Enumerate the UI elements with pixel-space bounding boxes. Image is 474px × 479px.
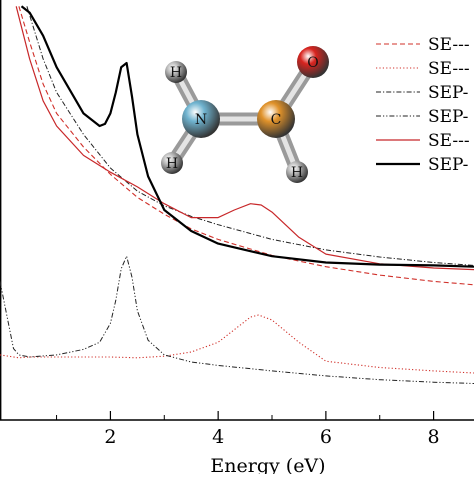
legend-label-5: SE--- [428,131,470,151]
series-line-6 [22,6,474,266]
legend-label-6: SEP- [428,155,468,175]
series-line-2 [0,315,474,373]
series-line-5 [16,6,474,269]
x-tick-label: 2 [104,426,116,448]
series-line-1 [19,6,474,285]
atom-label: C [271,112,282,128]
series-line-3 [27,6,474,265]
atom-label: N [195,112,207,128]
molecule-inset: H H N C O H [161,46,329,183]
legend-label-2: SE--- [428,59,470,79]
legend-label-3: SEP- [428,83,468,103]
atom-label: O [307,55,318,71]
atom-label: H [291,165,303,181]
legend: SE--- SE--- SEP- SEP- SE--- SEP- [376,35,470,175]
x-tick-label: 8 [428,426,440,448]
series-line-4 [0,256,474,383]
atom-label: H [166,156,178,172]
legend-label-1: SE--- [428,35,470,55]
series-group [0,6,474,383]
x-axis-label: Energy (eV) [210,455,325,474]
x-tick-label: 6 [320,426,332,448]
legend-label-4: SEP- [428,107,468,127]
x-tick-label: 4 [212,426,224,448]
atom-label: H [170,65,182,81]
